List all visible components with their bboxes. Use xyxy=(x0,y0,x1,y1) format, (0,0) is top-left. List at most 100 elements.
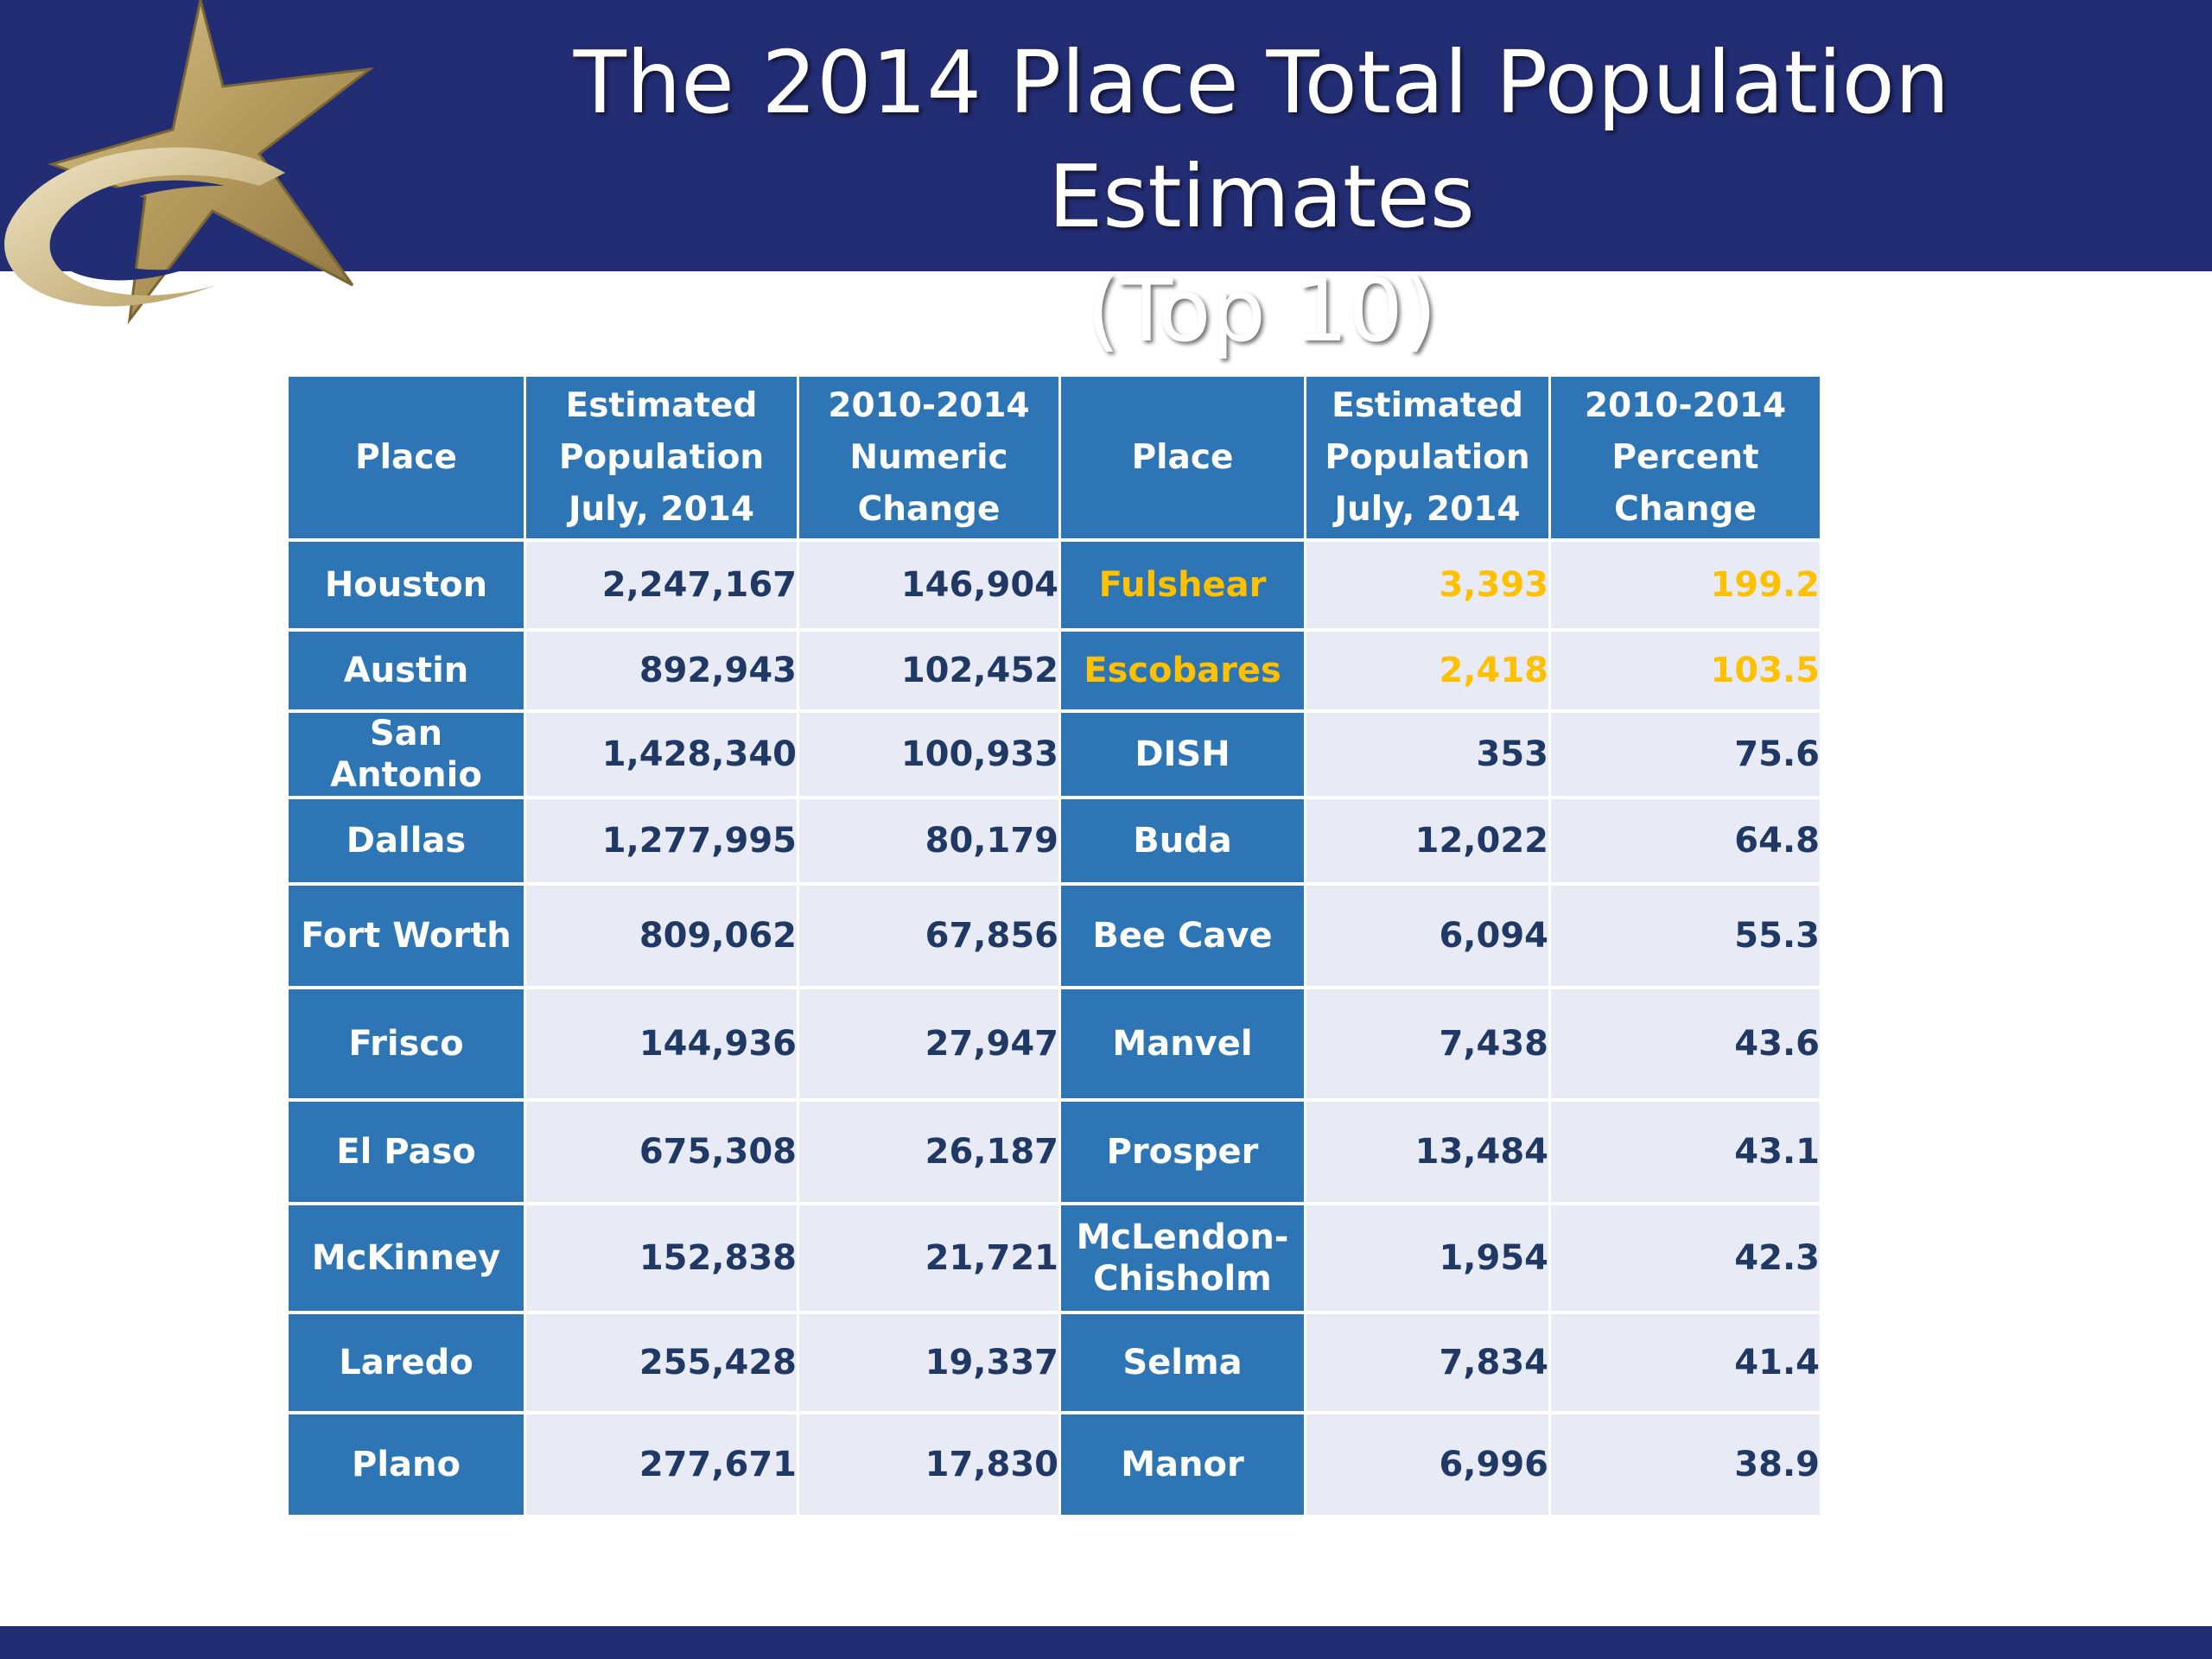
table-row: Plano 277,671 17,830 Manor 6,996 38.9 xyxy=(289,1414,1822,1518)
place-cell-2: Bee Cave xyxy=(1061,886,1306,989)
population-cell: 144,936 xyxy=(526,989,799,1102)
header-text: July, 2014 xyxy=(569,489,754,529)
header-text: Estimated xyxy=(1332,385,1523,425)
place-cell-2: Prosper xyxy=(1061,1102,1306,1205)
place-cell-2: DISH xyxy=(1061,713,1306,799)
header-text: 2010-2014 xyxy=(828,385,1030,425)
population-cell: 675,308 xyxy=(526,1102,799,1205)
table-row: Austin 892,943 102,452 Escobares 2,418 1… xyxy=(289,632,1822,713)
header-text: 2010-2014 xyxy=(1584,385,1787,425)
table-row: Houston 2,247,167 146,904 Fulshear 3,393… xyxy=(289,542,1822,632)
header-text: Estimated xyxy=(565,385,758,425)
header-text: Population xyxy=(1325,437,1530,477)
population-cell-2: 6,996 xyxy=(1306,1414,1551,1518)
place-cell-2: Manvel xyxy=(1061,989,1306,1102)
percent-change-cell: 43.1 xyxy=(1551,1102,1822,1205)
table-row: McKinney 152,838 21,721 McLendon- Chisho… xyxy=(289,1205,1822,1314)
star-logo-icon xyxy=(4,0,375,325)
place-name-line-1: McLendon- xyxy=(1076,1217,1289,1257)
population-cell: 255,428 xyxy=(526,1314,799,1414)
population-cell-2: 7,834 xyxy=(1306,1314,1551,1414)
place-cell: San Antonio xyxy=(289,713,526,799)
percent-change-cell: 42.3 xyxy=(1551,1205,1822,1314)
header-text: Change xyxy=(857,489,1001,529)
title-line-2: (Top 10) xyxy=(1086,260,1437,361)
numeric-change-cell: 67,856 xyxy=(799,886,1061,989)
population-cell: 1,277,995 xyxy=(526,799,799,886)
population-cell-2: 6,094 xyxy=(1306,886,1551,989)
header-text: Place xyxy=(355,437,457,477)
place-cell-2: Selma xyxy=(1061,1314,1306,1414)
table-row: Fort Worth 809,062 67,856 Bee Cave 6,094… xyxy=(289,886,1822,989)
place-cell-2: Fulshear xyxy=(1061,542,1306,632)
header-text: Numeric xyxy=(849,437,1008,477)
column-header-place: Place xyxy=(289,377,526,542)
numeric-change-cell: 26,187 xyxy=(799,1102,1061,1205)
numeric-change-cell: 146,904 xyxy=(799,542,1061,632)
population-cell: 892,943 xyxy=(526,632,799,713)
population-cell-2: 3,393 xyxy=(1306,542,1551,632)
numeric-change-cell: 27,947 xyxy=(799,989,1061,1102)
header-text: July, 2014 xyxy=(1334,489,1521,529)
percent-change-cell: 75.6 xyxy=(1551,713,1822,799)
numeric-change-cell: 19,337 xyxy=(799,1314,1061,1414)
column-header-estimated-population: Estimated Population July, 2014 xyxy=(526,377,799,542)
population-table: Place Estimated Population July, 2014 20… xyxy=(289,377,1822,1518)
title-line-1: The 2014 Place Total Population Estimate… xyxy=(573,32,1950,247)
header-text: Place xyxy=(1131,437,1234,477)
numeric-change-cell: 100,933 xyxy=(799,713,1061,799)
percent-change-cell: 103.5 xyxy=(1551,632,1822,713)
population-cell-2: 13,484 xyxy=(1306,1102,1551,1205)
place-cell: Austin xyxy=(289,632,526,713)
column-header-numeric-change: 2010-2014 Numeric Change xyxy=(799,377,1061,542)
population-cell-2: 2,418 xyxy=(1306,632,1551,713)
place-cell: Houston xyxy=(289,542,526,632)
place-cell-2: Manor xyxy=(1061,1414,1306,1518)
percent-change-cell: 38.9 xyxy=(1551,1414,1822,1518)
population-cell: 2,247,167 xyxy=(526,542,799,632)
numeric-change-cell: 17,830 xyxy=(799,1414,1061,1518)
place-name-line-2: Chisholm xyxy=(1093,1259,1272,1299)
header-text: Percent xyxy=(1611,437,1759,477)
numeric-change-cell: 80,179 xyxy=(799,799,1061,886)
title-banner xyxy=(0,0,2212,271)
place-cell: Fort Worth xyxy=(289,886,526,989)
place-cell: Frisco xyxy=(289,989,526,1102)
place-cell: El Paso xyxy=(289,1102,526,1205)
percent-change-cell: 43.6 xyxy=(1551,989,1822,1102)
table-row: Frisco 144,936 27,947 Manvel 7,438 43.6 xyxy=(289,989,1822,1102)
place-cell: Laredo xyxy=(289,1314,526,1414)
place-cell: Plano xyxy=(289,1414,526,1518)
place-cell: Dallas xyxy=(289,799,526,886)
place-cell: McKinney xyxy=(289,1205,526,1314)
percent-change-cell: 55.3 xyxy=(1551,886,1822,989)
header-text: Population xyxy=(558,437,765,477)
table-row: El Paso 675,308 26,187 Prosper 13,484 43… xyxy=(289,1102,1822,1205)
footer-band xyxy=(0,1626,2212,1659)
population-cell: 809,062 xyxy=(526,886,799,989)
population-cell: 277,671 xyxy=(526,1414,799,1518)
table-row: Laredo 255,428 19,337 Selma 7,834 41.4 xyxy=(289,1314,1822,1414)
numeric-change-cell: 21,721 xyxy=(799,1205,1061,1314)
header-row: Place Estimated Population July, 2014 20… xyxy=(289,377,1822,542)
table-row: San Antonio 1,428,340 100,933 DISH 353 7… xyxy=(289,713,1822,799)
header-text: Change xyxy=(1614,489,1757,529)
population-cell-2: 12,022 xyxy=(1306,799,1551,886)
column-header-estimated-population-2: Estimated Population July, 2014 xyxy=(1306,377,1551,542)
column-header-place-2: Place xyxy=(1061,377,1306,542)
place-cell-2: McLendon- Chisholm xyxy=(1061,1205,1306,1314)
population-cell-2: 7,438 xyxy=(1306,989,1551,1102)
numeric-change-cell: 102,452 xyxy=(799,632,1061,713)
percent-change-cell: 199.2 xyxy=(1551,542,1822,632)
place-cell-2: Buda xyxy=(1061,799,1306,886)
percent-change-cell: 41.4 xyxy=(1551,1314,1822,1414)
table-row: Dallas 1,277,995 80,179 Buda 12,022 64.8 xyxy=(289,799,1822,886)
population-cell-2: 353 xyxy=(1306,713,1551,799)
population-cell: 152,838 xyxy=(526,1205,799,1314)
population-cell-2: 1,954 xyxy=(1306,1205,1551,1314)
column-header-percent-change: 2010-2014 Percent Change xyxy=(1551,377,1822,542)
page-title: The 2014 Place Total Population Estimate… xyxy=(363,26,2160,368)
population-cell: 1,428,340 xyxy=(526,713,799,799)
place-cell-2: Escobares xyxy=(1061,632,1306,713)
